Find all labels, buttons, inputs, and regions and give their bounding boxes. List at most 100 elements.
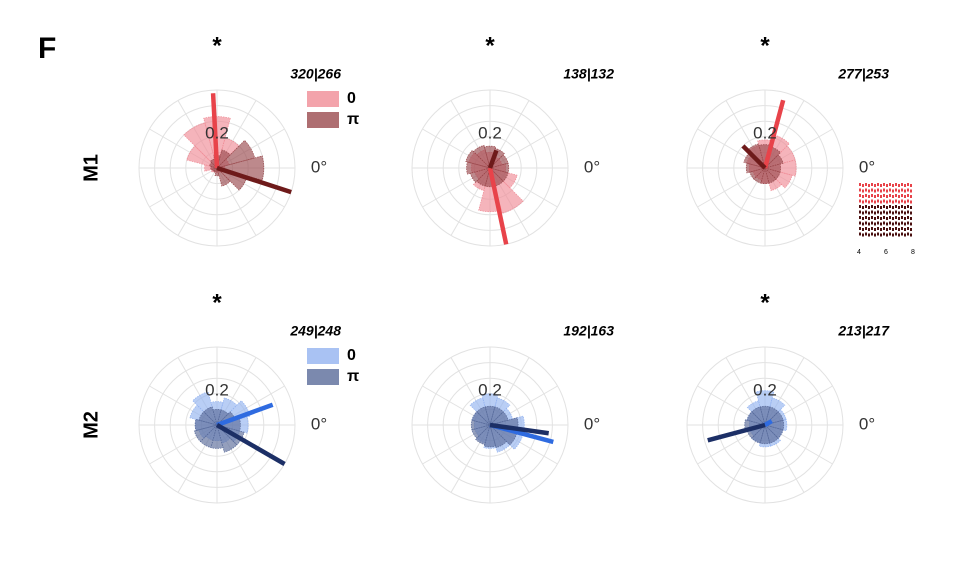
inset-raster-dot [883, 205, 885, 208]
rose-wedge [763, 167, 781, 180]
inset-raster-dot [883, 199, 885, 203]
panel-label: F [38, 32, 56, 65]
inset-raster-dot [859, 210, 861, 214]
inset-raster-dot [880, 189, 882, 193]
legend-label: 0 [347, 90, 356, 107]
row-label: M2 [80, 411, 102, 439]
inset-raster-dot [862, 222, 864, 226]
inset-raster-dot [868, 217, 870, 220]
inset-raster-dot [859, 216, 861, 219]
inset-raster-dot [865, 183, 867, 186]
count-annotation: 192|163 [563, 323, 614, 339]
inset-raster-dot [868, 195, 870, 198]
inset-raster-dot [886, 189, 888, 193]
radial-grid-ring [138, 346, 296, 504]
inset-raster-dot [883, 188, 885, 192]
inset-raster-dot [901, 183, 903, 186]
inset-raster-dot [871, 183, 873, 186]
inset-raster-dot [910, 195, 912, 198]
inset-raster-dot [862, 184, 864, 187]
inset-raster-dot [904, 217, 906, 220]
inset-raster-dot [886, 217, 888, 220]
inset-raster-dot [892, 195, 894, 198]
inset-raster-dot [898, 222, 900, 226]
count-annotation: 249|248 [289, 323, 341, 339]
polar-plot: 0.2 0° * 138|132 [411, 32, 614, 247]
mean-vector [210, 93, 220, 169]
radial-tick-label: 0.2 [478, 380, 502, 399]
mean-vector [216, 402, 274, 428]
inset-raster-dot [901, 232, 903, 236]
radial-grid-ring [686, 346, 844, 504]
radial-grid-ring [154, 362, 280, 488]
radial-grid-ring [411, 346, 569, 504]
mean-vector [707, 422, 766, 443]
inset-raster-dot [886, 222, 888, 226]
legend-swatch [307, 91, 339, 107]
rose-wedge [216, 149, 231, 170]
inset-raster-dot [901, 205, 903, 208]
rose-wedge [483, 145, 497, 170]
inset-raster-dot [859, 227, 861, 230]
rose-wedge [215, 155, 265, 181]
radial-grid-ring [411, 89, 569, 247]
inset-tick-label: 8 [911, 249, 915, 256]
inset-raster-dot [904, 222, 906, 226]
inset-raster-dot [874, 206, 876, 209]
inset-raster-dot [877, 194, 879, 197]
plot-title: * [760, 32, 770, 59]
inset-raster-dot [886, 206, 888, 209]
inset-raster-dot [880, 200, 882, 204]
inset-raster-dot [871, 188, 873, 192]
inset-raster-dot [901, 188, 903, 192]
inset-raster-dot [895, 194, 897, 197]
radial-grid-ring [442, 377, 538, 473]
mean-vector [489, 422, 550, 436]
inset-raster-dot [865, 188, 867, 192]
inset-raster-dot [907, 232, 909, 236]
polar-plot: 0.2 0° * 213|217 [686, 289, 890, 504]
inset-raster-dot [865, 221, 867, 225]
inset-raster-dot [895, 188, 897, 192]
inset-raster-dot [883, 221, 885, 225]
inset-raster-dot [892, 189, 894, 193]
rose-wedge [483, 423, 497, 448]
mean-vector [741, 144, 767, 170]
radial-grid-ring [702, 105, 828, 231]
inset-raster-dot [898, 195, 900, 198]
inset-raster-dot [862, 228, 864, 231]
inset-raster-dot [904, 184, 906, 187]
inset-raster-dot [904, 189, 906, 193]
inset-raster-dot [904, 200, 906, 204]
inset-raster-dot [877, 188, 879, 192]
legend-label: π [347, 368, 359, 385]
inset-raster-dot [865, 194, 867, 197]
inset-raster-dot [862, 233, 864, 237]
inset-raster-dot [889, 188, 891, 192]
inset-raster-dot [907, 199, 909, 203]
mean-vector [487, 167, 509, 245]
angular-tick-label: 0° [859, 157, 875, 176]
inset-raster-dot [874, 217, 876, 220]
inset-raster-dot [874, 195, 876, 198]
inset-raster-dot [904, 206, 906, 209]
inset-raster-dot [874, 184, 876, 187]
inset-raster-dot [907, 188, 909, 192]
radial-tick-label: 0.2 [478, 123, 502, 142]
polar-plot: 0.2 0° * 320|266 0 π [138, 32, 359, 247]
radial-grid-ring [185, 393, 249, 457]
inset-raster-dot [862, 211, 864, 215]
inset-raster-dot [898, 189, 900, 193]
count-annotation: 277|253 [837, 66, 889, 82]
inset-raster-dot [895, 205, 897, 208]
inset-raster-dot [871, 210, 873, 214]
inset-raster-dot [901, 227, 903, 230]
inset-raster-dot [871, 232, 873, 236]
inset-raster-dot [886, 184, 888, 187]
rose-wedge [183, 122, 218, 170]
inset-raster-dot [910, 217, 912, 220]
inset-tick-label: 4 [857, 249, 861, 256]
radial-grid-ring [686, 89, 844, 247]
inset-raster-dot [898, 184, 900, 187]
inset-raster-dot [868, 228, 870, 231]
